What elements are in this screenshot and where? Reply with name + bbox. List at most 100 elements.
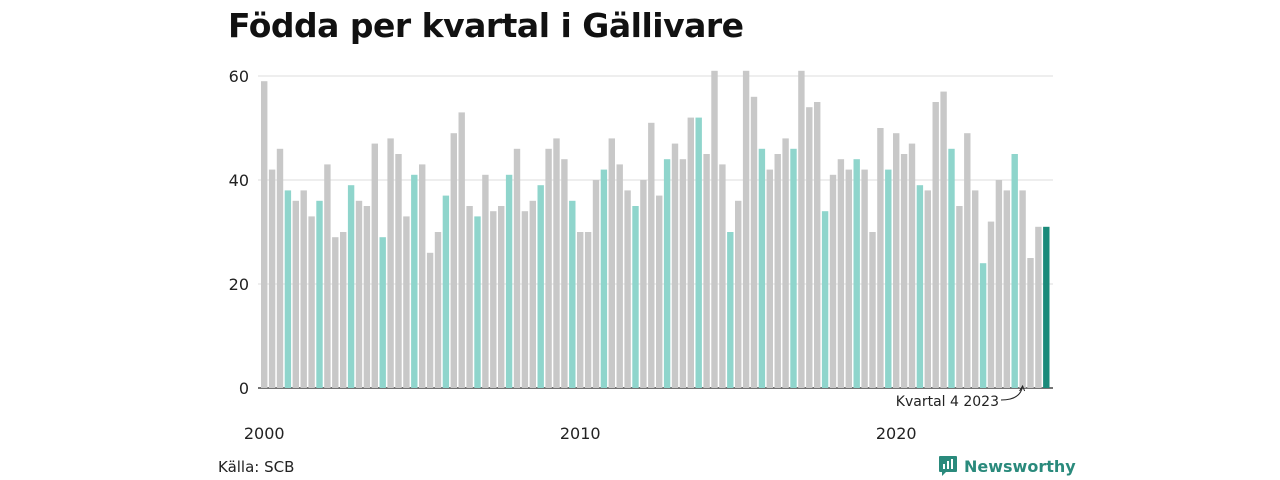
bar (1043, 226, 1050, 388)
bar (695, 117, 702, 388)
bar (948, 148, 955, 388)
bar (387, 138, 394, 388)
bar (972, 190, 979, 388)
bar (284, 190, 292, 388)
bar (979, 263, 987, 388)
bar (537, 185, 544, 388)
bar (363, 206, 371, 388)
bar (1011, 154, 1018, 388)
bar (490, 211, 497, 388)
bar (561, 159, 568, 388)
bar (861, 169, 868, 388)
bar (371, 143, 378, 388)
annotation-arrow (1000, 385, 1024, 401)
bar (782, 138, 789, 388)
annotation-label: Kvartal 4 2023 (896, 394, 999, 410)
bars (261, 70, 1050, 389)
bar (632, 206, 639, 388)
y-tick-label: 60 (229, 67, 249, 86)
bar (292, 200, 299, 388)
bar (663, 159, 671, 388)
bar (719, 164, 726, 388)
y-tick-label: 20 (229, 275, 249, 294)
bar (1035, 226, 1042, 388)
bar (379, 237, 386, 388)
bar (458, 112, 465, 389)
source-label: Källa: SCB (218, 458, 295, 476)
bar (355, 200, 363, 388)
bar (411, 174, 418, 388)
bar (600, 169, 608, 388)
bar (900, 154, 908, 388)
bar (553, 138, 560, 388)
bar (837, 159, 845, 388)
bar (513, 148, 521, 388)
bar (1019, 190, 1026, 388)
bar (916, 185, 924, 388)
bar (671, 143, 679, 388)
x-tick-label: 2020 (876, 424, 917, 443)
bar (774, 154, 781, 388)
bar (324, 164, 331, 388)
bar (529, 200, 536, 388)
bar (403, 216, 410, 388)
bar (790, 148, 797, 388)
bar (798, 70, 805, 389)
bar (434, 232, 442, 388)
bar (300, 190, 307, 388)
bar (569, 200, 576, 388)
bar (956, 206, 963, 388)
annotation-arrowhead (1019, 384, 1026, 392)
bar (608, 138, 615, 388)
bar (877, 128, 884, 388)
bar (332, 237, 339, 388)
brand-name: Newsworthy (964, 456, 1076, 476)
bar (679, 159, 687, 388)
brand-logo: Newsworthy (938, 455, 1076, 477)
bar (893, 133, 900, 388)
bar (727, 232, 734, 388)
bar (908, 143, 916, 388)
bar (592, 180, 600, 388)
bar (995, 180, 1003, 388)
bar (924, 190, 931, 388)
bar (624, 190, 631, 388)
bar (426, 252, 434, 388)
annotation: Kvartal 4 2023 (896, 384, 1026, 410)
bar (1027, 258, 1034, 388)
bar (616, 164, 623, 388)
bar (821, 211, 829, 388)
bar (466, 206, 473, 388)
bar (450, 133, 457, 388)
bar (545, 148, 552, 388)
y-tick-label: 40 (229, 171, 249, 190)
bar (1003, 190, 1010, 388)
newsworthy-logo-icon (939, 456, 957, 476)
bar (932, 102, 939, 388)
bar (474, 216, 481, 388)
bar (845, 169, 852, 388)
bar (276, 148, 284, 388)
bar (758, 148, 766, 388)
bar (395, 154, 402, 388)
bar (261, 81, 268, 388)
bar (498, 206, 505, 388)
bar (750, 96, 758, 389)
bar (308, 216, 315, 388)
bar (869, 232, 876, 388)
bar (964, 133, 971, 388)
x-tick-label: 2010 (560, 424, 601, 443)
bar-chart: 0 20 40 60 2000 2010 2020 Kvartal 4 2023 (229, 67, 1053, 443)
bar (442, 195, 450, 388)
bar (829, 174, 837, 388)
bar (268, 169, 276, 388)
bar (853, 159, 860, 388)
bar (656, 195, 663, 388)
y-tick-label: 0 (239, 379, 249, 398)
bar (766, 169, 773, 388)
bar (940, 91, 947, 388)
bar (584, 232, 592, 388)
bar (419, 164, 426, 388)
bar (347, 185, 355, 388)
bar (987, 221, 995, 388)
